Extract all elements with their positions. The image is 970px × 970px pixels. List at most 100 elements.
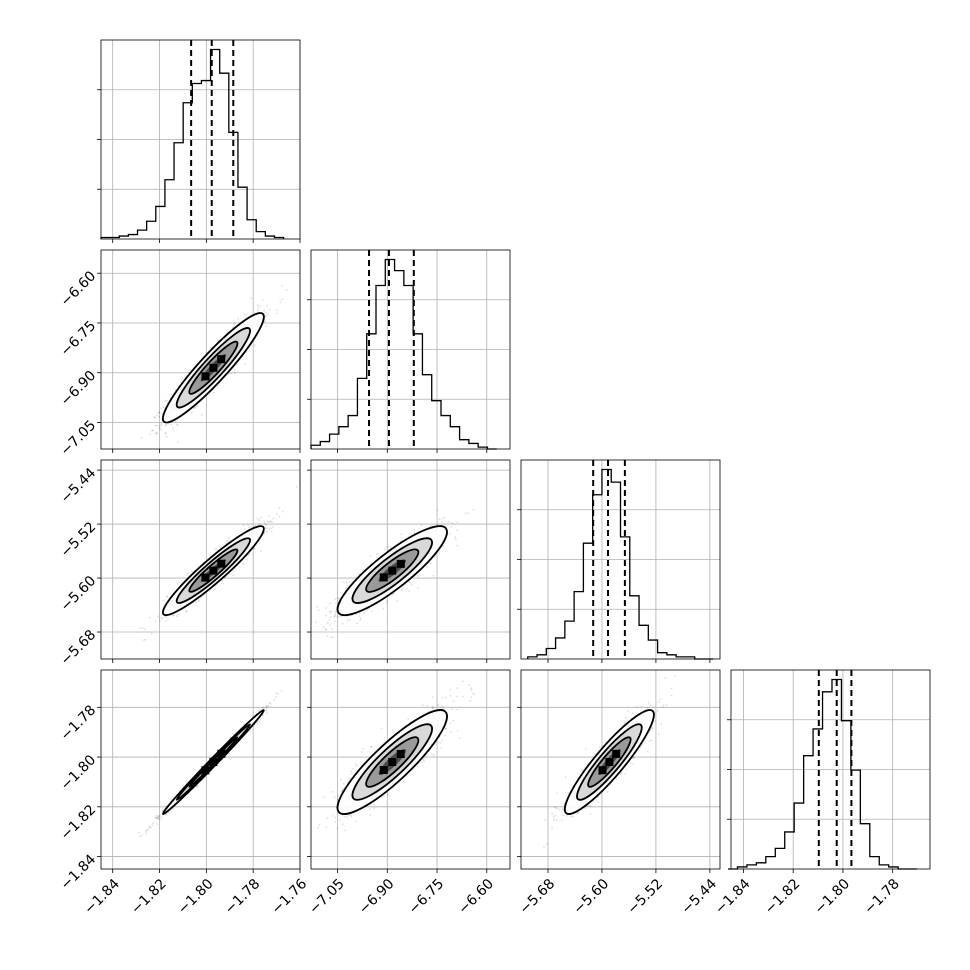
scatter-point <box>256 304 259 307</box>
scatter-point <box>358 615 361 617</box>
scatter-point <box>436 509 439 512</box>
scatter-point <box>140 436 143 439</box>
scatter-point <box>336 615 339 618</box>
scatter-point <box>162 406 165 409</box>
scatter-point <box>169 396 172 399</box>
scatter-point <box>341 622 344 625</box>
scatter-point <box>263 309 265 312</box>
scatter-point <box>154 424 157 427</box>
scatter-point <box>247 553 250 556</box>
scatter-point <box>170 798 173 801</box>
scatter-point <box>174 388 177 391</box>
scatter-point <box>363 612 366 615</box>
panel-2-1-grid <box>307 460 510 663</box>
scatter-point <box>265 523 268 526</box>
scatter-point <box>442 545 445 548</box>
density-peak-0 <box>217 559 226 568</box>
scatter-point <box>278 507 281 509</box>
scatter-point <box>342 581 345 583</box>
scatter-point <box>265 325 267 328</box>
scatter-point <box>196 405 199 408</box>
scatter-point <box>272 526 274 528</box>
scatter-point <box>267 520 270 523</box>
scatter-point <box>216 548 219 551</box>
scatter-point <box>185 610 188 612</box>
scatter-point <box>214 548 217 550</box>
scatter-point <box>278 515 281 518</box>
scatter-point <box>444 516 446 519</box>
scatter-point <box>193 407 196 409</box>
scatter-point <box>368 608 371 610</box>
scatter-point <box>272 517 275 520</box>
scatter-point <box>158 427 161 430</box>
scatter-point <box>267 313 270 316</box>
scatter-point <box>332 636 334 639</box>
scatter-point <box>154 816 157 819</box>
scatter-point <box>383 548 386 551</box>
scatter-point <box>336 597 339 600</box>
scatter-point <box>455 538 457 540</box>
scatter-point <box>328 610 331 613</box>
scatter-point <box>233 371 236 374</box>
scatter-point <box>281 298 284 301</box>
scatter-point <box>248 526 250 529</box>
scatter-point <box>161 616 163 619</box>
scatter-point <box>396 600 399 603</box>
scatter-point <box>295 485 298 488</box>
scatter-point <box>152 822 154 825</box>
scatter-point <box>159 616 161 619</box>
scatter-point <box>155 815 158 817</box>
scatter-point <box>212 391 215 394</box>
scatter-point <box>270 530 273 533</box>
scatter-point <box>167 422 170 425</box>
scatter-point <box>256 517 259 520</box>
scatter-point <box>253 547 256 550</box>
scatter-point <box>265 315 267 317</box>
scatter-point <box>408 580 410 583</box>
scatter-point <box>139 461 141 463</box>
scatter-point <box>365 609 368 611</box>
scatter-point <box>265 311 268 314</box>
scatter-point <box>316 606 319 608</box>
scatter-point <box>268 528 271 530</box>
scatter-point <box>143 639 145 641</box>
scatter-point <box>262 520 265 523</box>
scatter-point <box>243 723 246 725</box>
scatter-point <box>438 552 441 554</box>
panel-3-3-grid <box>727 670 930 873</box>
scatter-point <box>276 512 278 515</box>
scatter-point <box>385 601 388 604</box>
scatter-point <box>467 512 469 515</box>
density-peak-2 <box>379 573 388 582</box>
scatter-point <box>265 530 268 533</box>
scatter-point <box>268 309 271 311</box>
scatter-point <box>261 707 264 709</box>
scatter-point <box>249 730 251 733</box>
scatter-point <box>441 521 443 523</box>
scatter-point <box>256 722 259 725</box>
scatter-point <box>151 429 154 432</box>
scatter-point <box>197 600 200 603</box>
scatter-point <box>193 406 196 409</box>
scatter-point <box>333 615 336 618</box>
scatter-point <box>159 818 162 821</box>
scatter-point <box>167 617 169 620</box>
scatter-point <box>209 346 212 349</box>
scatter-point <box>178 613 181 616</box>
scatter-point <box>150 632 153 635</box>
scatter-point <box>399 540 402 542</box>
scatter-point <box>158 817 161 820</box>
scatter-point <box>140 834 143 837</box>
scatter-point <box>224 576 227 579</box>
scatter-point <box>156 615 159 617</box>
scatter-point <box>247 523 249 526</box>
scatter-point <box>391 593 394 596</box>
scatter-point <box>221 579 224 582</box>
scatter-point <box>355 613 358 616</box>
scatter-point <box>233 324 235 326</box>
scatter-point <box>286 288 288 291</box>
scatter-point <box>265 707 267 710</box>
scatter-point <box>410 583 413 586</box>
scatter-point <box>243 313 246 316</box>
scatter-point <box>154 620 157 623</box>
